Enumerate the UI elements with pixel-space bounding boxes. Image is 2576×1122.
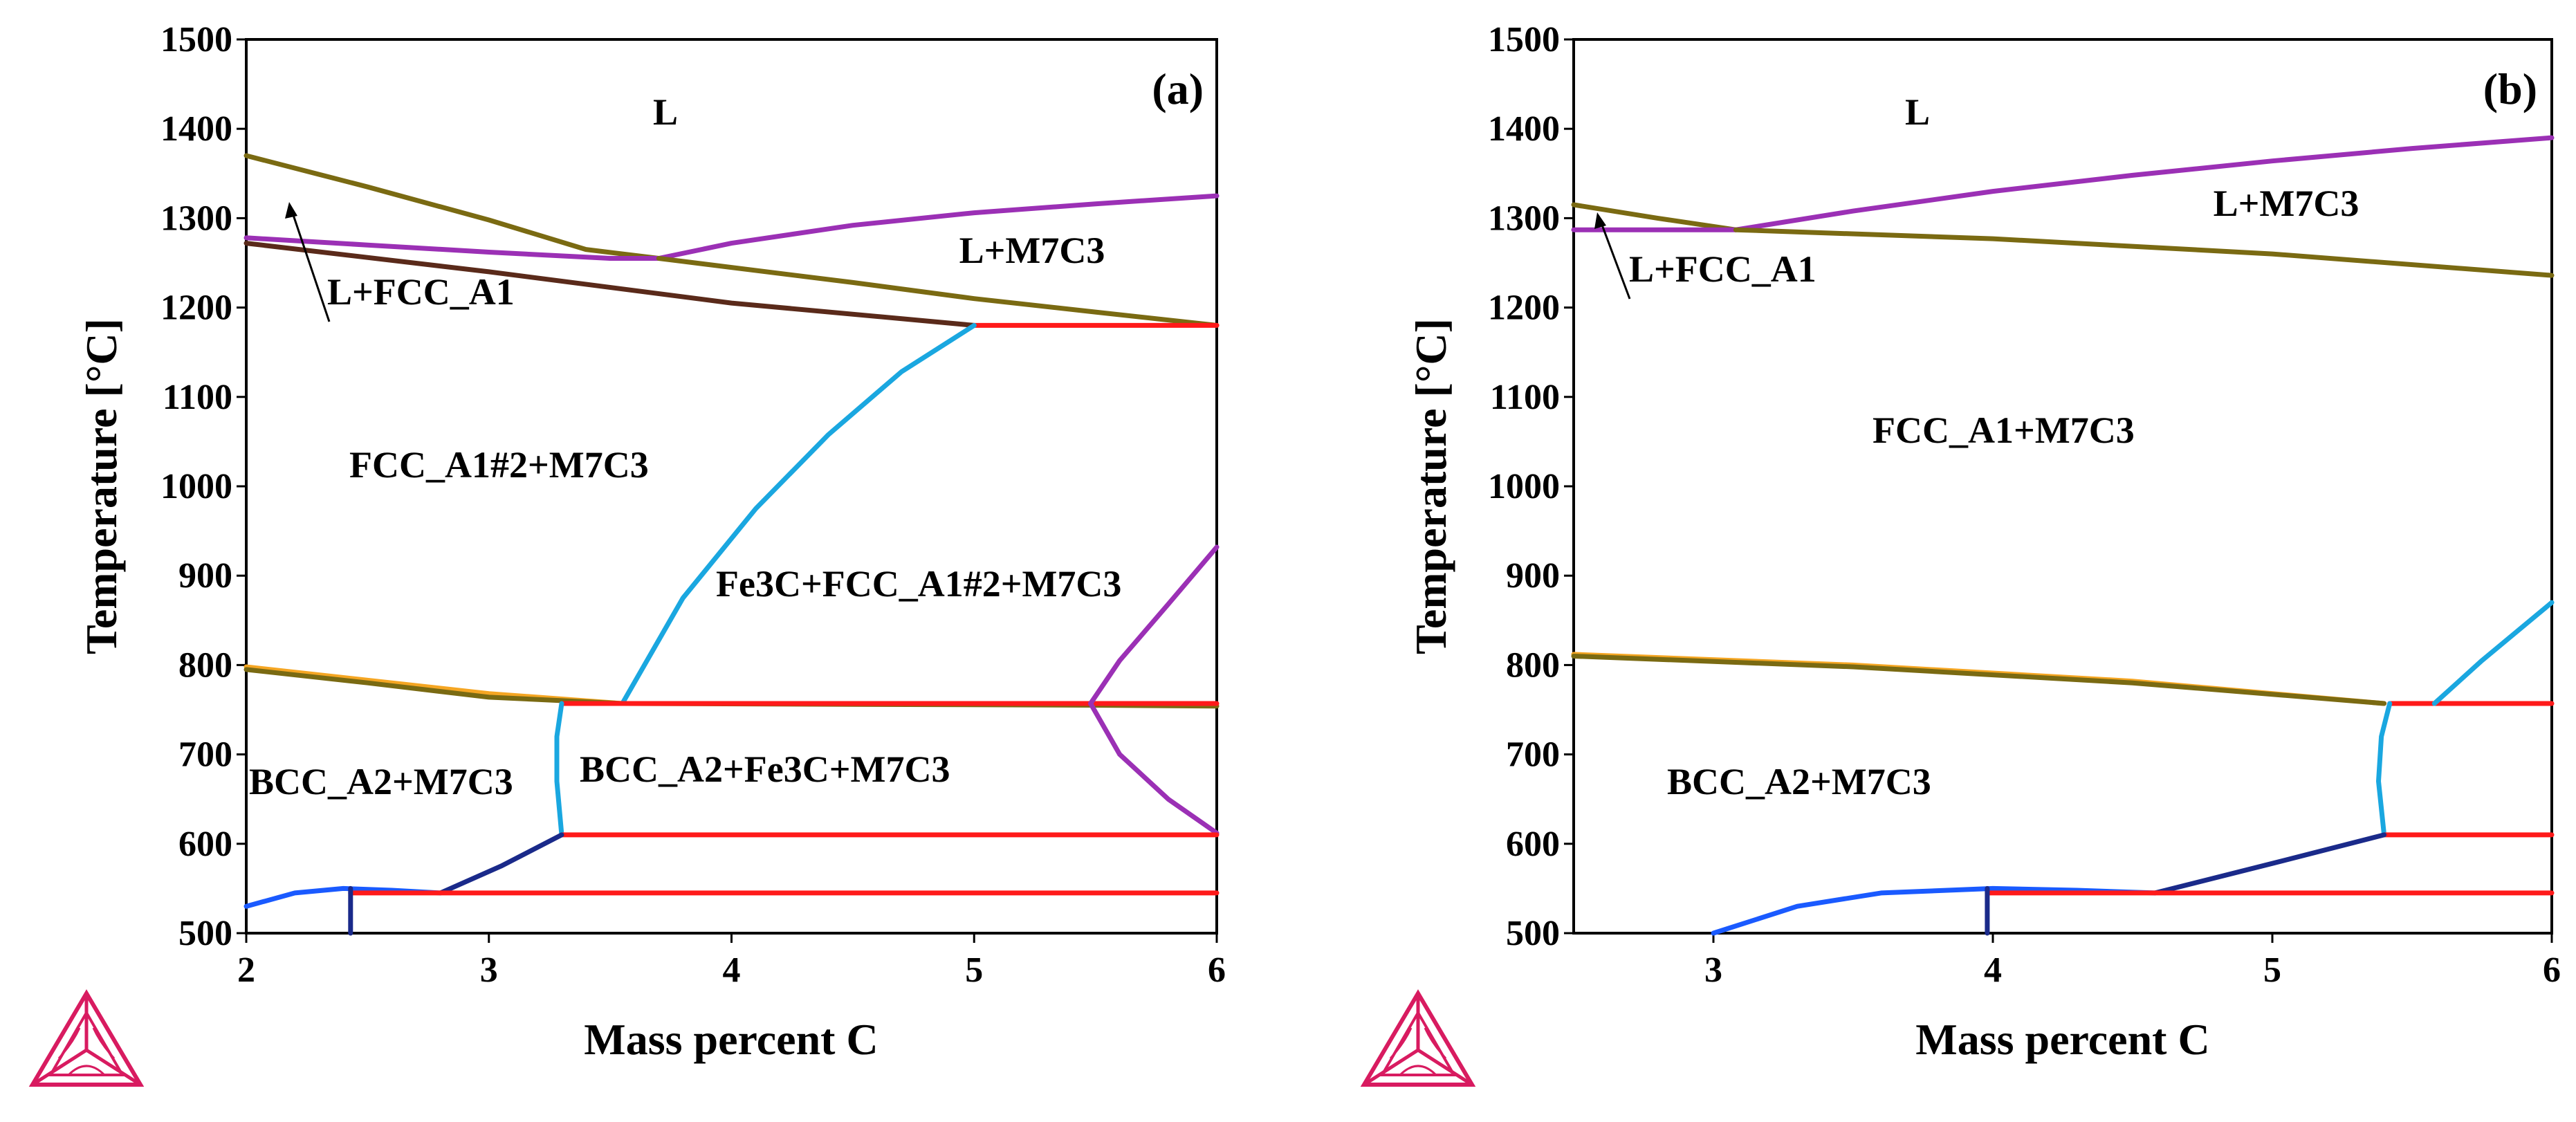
panel-a-ytick-label: 700: [178, 735, 232, 775]
panel-a-ylabel: Temperature [°C]: [77, 318, 126, 654]
panel-a-phase-boundary: [620, 322, 977, 706]
panel-b-arrow: [1594, 212, 1631, 300]
panel-a-xtick-label: 4: [723, 950, 741, 990]
panel-b-region-l: L: [1905, 91, 1930, 133]
panel-a-xtick-label: 2: [237, 950, 255, 990]
panel-a-ticks: 500 600 700 800 900 1000 1100 1200 1300 1400 1500 2…: [160, 20, 1226, 990]
panel-a-phase-boundary: [243, 664, 625, 706]
panel-a-xtick-label: 5: [965, 950, 983, 990]
panel-b-region-fcc-m7c3: FCC_A1+M7C3: [1873, 410, 2135, 451]
panel-a-phase-boundary: [656, 193, 1220, 261]
panel-a-phase-boundary: [554, 701, 564, 838]
panel-a-region-l-m7c3: L+M7C3: [959, 230, 1105, 271]
panel-a-curves: [243, 153, 1220, 936]
panel-a: 500 600 700 800 900 1000 1100 1200 1300 1400 1500 2…: [28, 20, 1226, 1087]
panel-b-label: (b): [2483, 64, 2537, 113]
panel-a-ytick-label: 1500: [160, 20, 232, 59]
panel-b-xtick-label: 3: [1704, 950, 1722, 990]
panel-b-ytick-label: 600: [1506, 825, 1560, 864]
panel-a-phase-boundary: [243, 241, 977, 328]
panel-a-phase-boundary: [438, 832, 564, 896]
panel-b-ytick-label: 700: [1506, 735, 1560, 775]
panel-b-region-l-fcc: L+FCC_A1: [1629, 248, 1816, 290]
panel-b-curves: [1571, 135, 2555, 936]
panel-a-ytick-label: 500: [178, 914, 232, 953]
panel-a-arrow: [285, 202, 331, 322]
panel-b-xlabel: Mass percent C: [1915, 1015, 2209, 1064]
panel-b-region-l-m7c3: L+M7C3: [2214, 183, 2359, 224]
thermo-logo-icon: [1360, 989, 1476, 1087]
panel-a-ytick-label: 1200: [160, 288, 232, 328]
panel-a-region-fcc-m7c3: FCC_A1#2+M7C3: [349, 444, 649, 486]
panel-a-xtick-label: 3: [480, 950, 498, 990]
panel-b-phase-boundary: [1733, 135, 2555, 232]
panel-a-xlabel: Mass percent C: [584, 1015, 878, 1064]
panel-b-ytick-label: 1200: [1488, 288, 1560, 328]
panel-b-xtick-label: 4: [1984, 950, 2002, 990]
panel-a-phase-boundary: [243, 153, 661, 261]
panel-b-phase-boundary: [2152, 832, 2387, 896]
panel-b-ytick-label: 1100: [1490, 378, 1560, 417]
panel-b-phase-boundary: [1571, 654, 2387, 706]
panel-a-ytick-label: 600: [178, 825, 232, 864]
panel-a-ytick-label: 1400: [160, 109, 232, 149]
panel-b-ticks: 500 600 700 800 900 1000 1100 1200 1300 1400 1500 3…: [1488, 20, 2561, 990]
panel-a-ytick-label: 900: [178, 556, 232, 596]
panel-a-region-l: L: [653, 91, 678, 133]
panel-b: 500 600 700 800 900 1000 1100 1200 1300 1400 1500 3…: [1360, 20, 2561, 1087]
panel-a-ytick-label: 1100: [163, 378, 232, 417]
panel-b-ytick-label: 800: [1506, 645, 1560, 685]
panel-b-ytick-label: 1300: [1488, 199, 1560, 238]
panel-a-region-fe3c-fcc-m7c3: Fe3C+FCC_A1#2+M7C3: [716, 563, 1121, 605]
panel-b-ytick-label: 1000: [1488, 467, 1560, 506]
panel-b-xtick-label: 6: [2543, 950, 2561, 990]
panel-a-ytick-label: 1300: [160, 199, 232, 238]
panel-b-ytick-label: 900: [1506, 556, 1560, 596]
panel-b-ylabel: Temperature [°C]: [1406, 318, 1455, 654]
panel-a-ytick-label: 1000: [160, 467, 232, 506]
panel-b-ytick-label: 500: [1506, 914, 1560, 953]
panel-a-region-l-fcc: L+FCC_A1: [327, 271, 515, 313]
panel-a-region-bcc-fe3c-m7c3: BCC_A2+Fe3C+M7C3: [580, 748, 950, 790]
panel-b-phase-boundary: [2376, 701, 2393, 838]
panel-b-phase-boundary: [1733, 227, 2555, 278]
panel-b-phase-boundary: [2431, 600, 2555, 706]
panel-b-phase-boundary: [1571, 202, 1738, 232]
panel-a-phase-boundary: [1088, 544, 1220, 706]
panel-a-phase-boundary: [243, 667, 1220, 709]
panel-a-ytick-label: 800: [178, 645, 232, 685]
thermo-logo-icon: [28, 989, 145, 1087]
panel-b-ytick-label: 1400: [1488, 109, 1560, 149]
panel-b-ytick-label: 1500: [1488, 20, 1560, 59]
panel-a-region-bcc-m7c3: BCC_A2+M7C3: [249, 761, 513, 802]
panel-b-xtick-label: 5: [2263, 950, 2281, 990]
panel-a-phase-boundary: [656, 256, 1220, 328]
panel-b-region-bcc-m7c3: BCC_A2+M7C3: [1667, 761, 1931, 802]
panel-a-label: (a): [1152, 64, 1204, 113]
panel-a-phase-boundary: [243, 235, 661, 261]
panel-a-xtick-label: 6: [1208, 950, 1226, 990]
panel-a-phase-boundary: [1088, 701, 1220, 836]
